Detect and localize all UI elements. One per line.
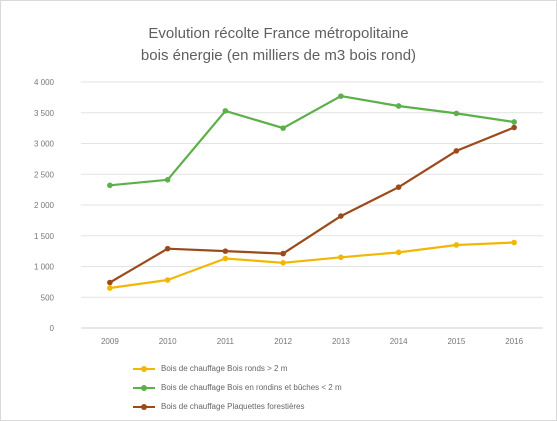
- chart-title-block: Evolution récolte France métropolitaine …: [1, 23, 556, 67]
- x-tick-label: 2016: [505, 337, 523, 346]
- data-point: [453, 148, 460, 154]
- data-point: [395, 184, 402, 190]
- y-tick-label: 2 000: [34, 201, 55, 210]
- y-axis: 0 500 1 000 1 500 2 000 2 500 3 000 3 500 4 000: [34, 78, 55, 333]
- data-point: [338, 213, 344, 219]
- y-tick-label: 3 000: [34, 140, 55, 149]
- y-tick-label: 2 500: [34, 170, 55, 179]
- data-point: [222, 108, 229, 114]
- series-3: [107, 124, 517, 286]
- legend-label: Bois de chauffage Bois ronds > 2 m: [161, 364, 288, 373]
- legend-swatch: [133, 402, 155, 412]
- data-point: [164, 245, 171, 252]
- data-point: [338, 254, 344, 261]
- legend-swatch: [133, 383, 155, 393]
- data-point: [280, 260, 286, 266]
- data-point: [107, 285, 113, 291]
- x-tick-label: 2009: [101, 337, 119, 346]
- legend-label: Bois de chauffage Bois en rondins et bûc…: [161, 383, 342, 392]
- legend-item: Bois de chauffage Bois en rondins et bûc…: [133, 378, 493, 397]
- legend-item: Bois de chauffage Plaquettes forestières: [133, 397, 493, 416]
- data-point: [511, 239, 517, 246]
- y-tick-label: 1 500: [34, 232, 55, 241]
- data-point: [164, 176, 171, 183]
- data-point: [222, 255, 229, 262]
- data-point: [280, 125, 286, 131]
- chart-title: Evolution récolte France métropolitaine: [148, 25, 409, 42]
- data-point: [107, 182, 113, 189]
- legend: Bois de chauffage Bois ronds > 2 m Bois d…: [133, 359, 493, 416]
- data-point: [511, 119, 517, 125]
- data-point: [222, 248, 229, 254]
- series-line: [108, 126, 516, 284]
- x-tick-label: 2010: [159, 337, 177, 346]
- y-tick-label: 3 500: [34, 109, 55, 118]
- series-line: [108, 241, 516, 290]
- x-tick-label: 2011: [217, 337, 235, 346]
- data-point: [164, 277, 171, 283]
- data-point: [338, 93, 344, 99]
- data-point: [395, 103, 402, 109]
- series-1: [107, 239, 517, 291]
- legend-label: Bois de chauffage Plaquettes forestières: [161, 402, 305, 411]
- series-line: [108, 94, 516, 187]
- series-group: [107, 93, 517, 291]
- y-tick-label: 1 000: [34, 263, 55, 272]
- data-point: [453, 110, 460, 117]
- x-tick-label: 2013: [332, 337, 350, 346]
- y-tick-label: 0: [50, 324, 55, 333]
- grid: [81, 81, 543, 329]
- chart-subtitle: bois énergie (en milliers de m3 bois ron…: [140, 47, 417, 64]
- legend-swatch: [133, 364, 155, 374]
- data-point: [280, 250, 286, 257]
- x-tick-label: 2012: [274, 337, 292, 346]
- x-axis: 2009 2010 2011 2012 2013 2014 2015 2016: [101, 337, 524, 346]
- y-tick-label: 500: [41, 293, 55, 302]
- data-point: [395, 249, 402, 256]
- legend-item: Bois de chauffage Bois ronds > 2 m: [133, 359, 493, 378]
- x-tick-label: 2014: [390, 337, 408, 346]
- data-point: [107, 279, 113, 286]
- data-point: [453, 242, 460, 248]
- series-2: [107, 93, 517, 189]
- y-tick-label: 4 000: [34, 78, 55, 87]
- x-tick-label: 2015: [447, 337, 465, 346]
- data-point: [511, 124, 517, 131]
